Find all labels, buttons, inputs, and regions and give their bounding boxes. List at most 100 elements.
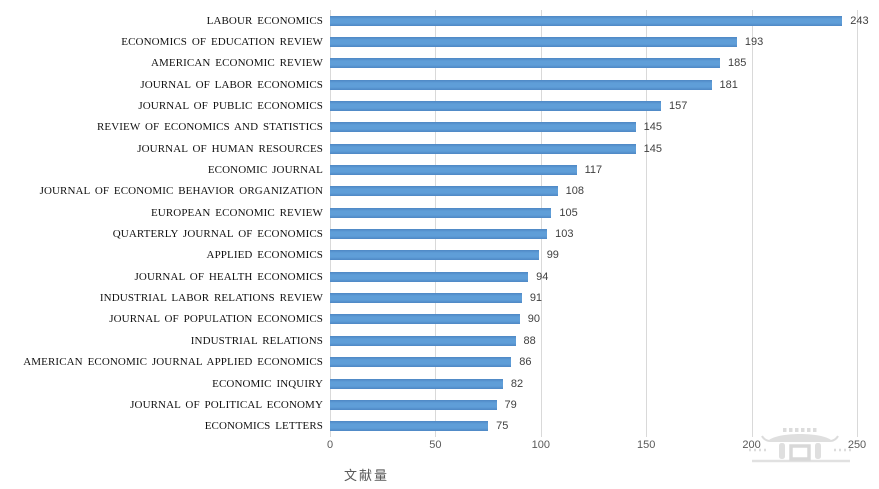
value-label: 90 <box>527 313 540 326</box>
bar <box>330 314 520 325</box>
bar-row: JOURNAL OF POPULATION ECONOMICS 90 <box>0 309 857 330</box>
bar-track: 145 <box>330 138 857 159</box>
bar-track: 86 <box>330 352 857 373</box>
x-axis-title: 文献量 <box>344 468 390 483</box>
category-label: REVIEW OF ECONOMICS AND STATISTICS <box>96 121 323 134</box>
bar-row: LABOUR ECONOMICS 243 <box>0 10 869 31</box>
gridline <box>330 10 331 437</box>
value-label: 145 <box>643 142 663 155</box>
bar <box>330 122 636 133</box>
value-label: 94 <box>536 270 549 283</box>
bar <box>330 79 712 90</box>
category-label: JOURNAL OF HUMAN RESOURCES <box>137 142 323 155</box>
x-tick-label: 250 <box>847 439 867 451</box>
x-tick-label: 50 <box>429 439 442 451</box>
category-label: INDUSTRIAL LABOR RELATIONS REVIEW <box>99 292 323 305</box>
gridline <box>646 10 648 437</box>
bar-track: 79 <box>330 394 857 415</box>
bar-track: 91 <box>330 287 857 308</box>
bar <box>330 101 661 112</box>
gridlines <box>330 10 858 437</box>
x-tick-label: 200 <box>742 439 761 451</box>
value-label: 103 <box>555 228 574 241</box>
value-label: 105 <box>559 206 578 219</box>
bar <box>330 335 516 346</box>
x-axis-ticks: 0 50 100 150 200 250 <box>327 439 866 453</box>
value-label: 243 <box>850 14 869 27</box>
value-label: 185 <box>727 57 747 70</box>
bar <box>330 399 497 410</box>
bar-row: AMERICAN ECONOMIC JOURNAL APPLIED ECONOM… <box>0 352 857 373</box>
value-label: 86 <box>519 356 532 369</box>
bar <box>330 229 548 240</box>
bar <box>330 143 636 154</box>
bar-track: 103 <box>330 223 857 244</box>
category-label: JOURNAL OF POPULATION ECONOMICS <box>109 313 323 326</box>
category-label: EUROPEAN ECONOMIC REVIEW <box>150 206 323 219</box>
category-label: LABOUR ECONOMICS <box>206 14 323 27</box>
category-label: ECONOMIC JOURNAL <box>207 164 323 177</box>
bar <box>330 378 503 389</box>
value-label: 193 <box>744 36 764 49</box>
category-label: ECONOMICS LETTERS <box>204 420 323 433</box>
gridline <box>540 10 542 437</box>
bar <box>330 207 552 218</box>
category-label: ECONOMIC INQUIRY <box>212 377 323 390</box>
bar-row: APPLIED ECONOMICS 99 <box>0 245 857 266</box>
bar-row: JOURNAL OF POLITICAL ECONOMY 79 <box>0 394 857 415</box>
bar-track: 243 <box>330 10 869 31</box>
bar <box>330 293 522 304</box>
bar-track: 88 <box>330 330 857 351</box>
bar <box>330 58 720 69</box>
category-label: QUARTERLY JOURNAL OF ECONOMICS <box>112 228 323 241</box>
bar-track: 117 <box>330 159 857 180</box>
category-label: ECONOMICS OF EDUCATION REVIEW <box>121 36 323 49</box>
value-label: 157 <box>668 100 688 113</box>
bar-row: ECONOMICS LETTERS 75 <box>0 416 857 437</box>
bar-row: INDUSTRIAL RELATIONS 88 <box>0 330 857 351</box>
bar-row: ECONOMICS OF EDUCATION REVIEW 193 <box>0 31 857 52</box>
bar-row: ECONOMIC JOURNAL 117 <box>0 159 857 180</box>
bar-track: 157 <box>330 95 857 116</box>
bar-row: JOURNAL OF HEALTH ECONOMICS 94 <box>0 266 857 287</box>
category-label: AMERICAN ECONOMIC REVIEW <box>150 57 323 70</box>
bar-row: JOURNAL OF HUMAN RESOURCES 145 <box>0 138 857 159</box>
bar-row: REVIEW OF ECONOMICS AND STATISTICS 145 <box>0 117 857 138</box>
bar-track: 145 <box>330 117 857 138</box>
bar-row: ECONOMIC INQUIRY 82 <box>0 373 857 394</box>
value-label: 79 <box>504 398 517 411</box>
bar <box>330 15 843 26</box>
value-label: 117 <box>584 164 603 177</box>
bar <box>330 186 558 197</box>
bar-track: 105 <box>330 202 857 223</box>
value-label: 145 <box>643 121 663 134</box>
bar <box>330 357 512 368</box>
category-label: JOURNAL OF LABOR ECONOMICS <box>140 78 323 91</box>
bar-row: EUROPEAN ECONOMIC REVIEW 105 <box>0 202 857 223</box>
category-label: JOURNAL OF POLITICAL ECONOMY <box>130 398 323 411</box>
gridline <box>857 10 858 437</box>
bar <box>330 250 539 261</box>
value-label: 99 <box>546 249 559 262</box>
bar-row: JOURNAL OF LABOR ECONOMICS 181 <box>0 74 857 95</box>
bar <box>330 165 577 176</box>
bar-track: 94 <box>330 266 857 287</box>
value-label: 108 <box>565 185 585 198</box>
chinese-pavilion-watermark-icon <box>749 428 853 463</box>
x-tick-label: 150 <box>637 439 656 451</box>
value-label: 82 <box>510 377 524 390</box>
x-tick-label: 100 <box>531 439 550 451</box>
bar-row: INDUSTRIAL LABOR RELATIONS REVIEW 91 <box>0 287 857 308</box>
bar-track: 90 <box>330 309 857 330</box>
bar <box>330 271 529 282</box>
category-label: JOURNAL OF PUBLIC ECONOMICS <box>138 100 323 113</box>
value-label: 91 <box>529 292 543 305</box>
category-label: INDUSTRIAL RELATIONS <box>190 334 323 347</box>
bar <box>330 421 489 432</box>
value-label: 75 <box>496 420 509 433</box>
bar-track: 82 <box>330 373 857 394</box>
value-label: 88 <box>523 334 536 347</box>
bar-track: 181 <box>330 74 857 95</box>
bar-track: 99 <box>330 245 857 266</box>
